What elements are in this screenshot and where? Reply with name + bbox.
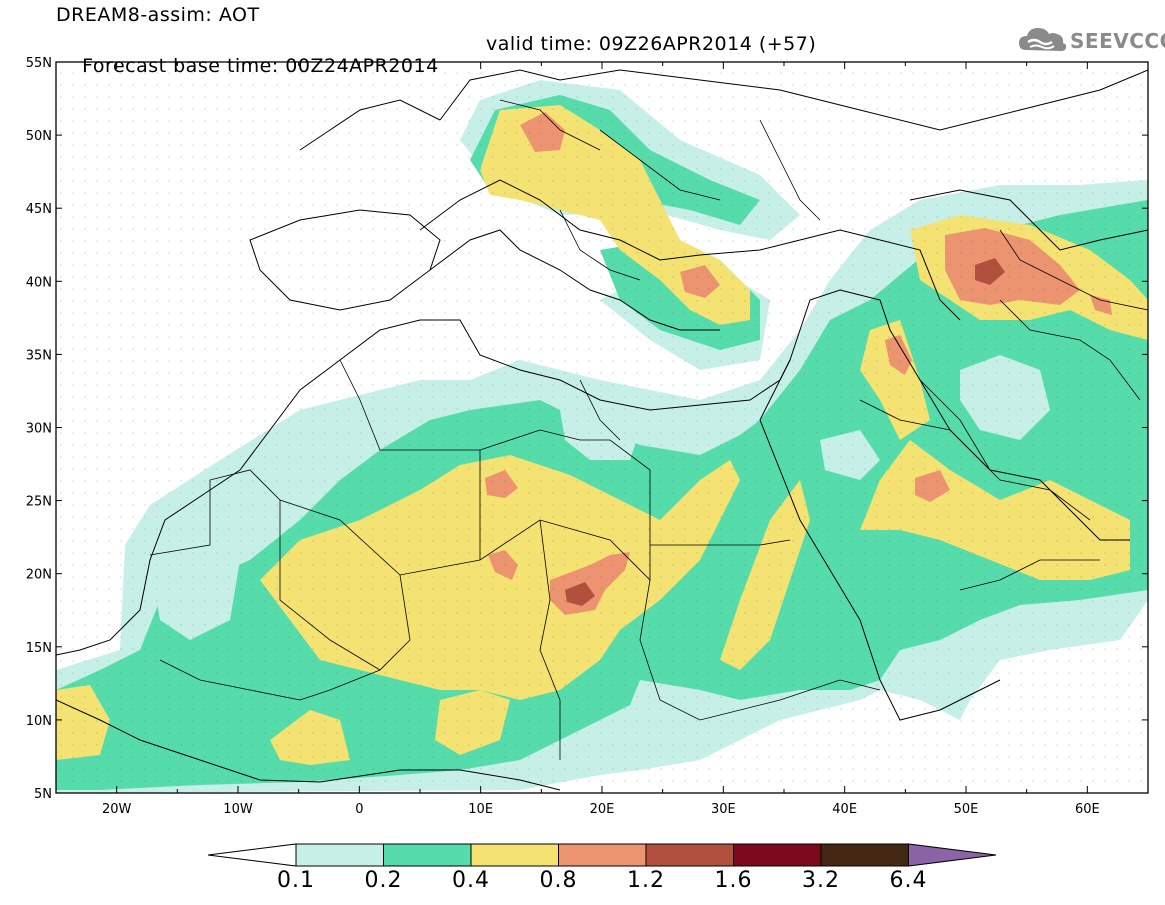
lat-label: 20N [26, 568, 52, 583]
colorbar-level-label: 0.8 [539, 868, 578, 893]
lon-label: 20E [590, 802, 615, 817]
colorbar-swatch [470, 843, 559, 867]
colorbar-swatch [733, 843, 822, 867]
logo-text: SEEVCCC [1070, 29, 1165, 53]
colorbar [207, 843, 997, 867]
lat-axis-labels: 55N 50N 45N 40N 35N 30N 25N 20N 15N 10N 5N [26, 56, 52, 802]
colorbar-high-arrow [908, 843, 997, 867]
colorbar-swatch [383, 843, 472, 867]
lat-label: 50N [26, 129, 52, 144]
lat-label: 55N [26, 56, 52, 71]
product-title: DREAM8-assim: AOT [56, 4, 260, 26]
lon-label: 10W [223, 802, 253, 817]
colorbar-level-label: 0.4 [452, 868, 490, 893]
lat-label: 45N [26, 202, 52, 217]
colorbar-swatch [295, 843, 384, 867]
colorbar-labels: 0.1 0.2 0.4 0.8 1.2 1.6 3.2 6.4 [0, 868, 1165, 898]
lat-label: 40N [26, 275, 52, 290]
axis-ticks [55, 61, 1149, 794]
colorbar-level-label: 3.2 [802, 868, 840, 893]
colorbar-level-label: 1.6 [714, 868, 753, 893]
colorbar-swatch [645, 843, 734, 867]
colorbar-level-label: 1.2 [627, 868, 665, 893]
colorbar-level-label: 6.4 [889, 868, 928, 893]
seevccc-logo: SEEVCCC [1018, 24, 1165, 56]
lon-label: 10E [468, 802, 493, 817]
cloud-icon [1019, 28, 1067, 51]
lon-axis-labels: 20W 10W 0 10E 20E 30E 40E 50E 60E [102, 802, 1100, 817]
lon-label: 50E [954, 802, 979, 817]
lon-label: 60E [1075, 802, 1100, 817]
colorbar-level-label: 0.2 [364, 868, 403, 893]
lat-label: 10N [26, 714, 52, 729]
lat-label: 15N [26, 641, 52, 656]
lon-label: 40E [832, 802, 857, 817]
colorbar-level-label: 0.1 [277, 868, 315, 893]
aot-field [56, 62, 1148, 793]
lat-label: 30N [26, 422, 52, 437]
lat-label: 25N [26, 495, 52, 510]
colorbar-swatch [558, 843, 647, 867]
lon-label: 30E [711, 802, 736, 817]
lon-label: 20W [102, 802, 132, 817]
grid-dots [56, 62, 1148, 793]
valid-time: valid time: 09Z26APR2014 (+57) [486, 33, 817, 55]
colorbar-swatch [820, 843, 909, 867]
lat-label: 5N [34, 787, 52, 802]
colorbar-low-arrow [207, 843, 297, 867]
lon-label: 0 [355, 802, 363, 817]
lat-label: 35N [26, 348, 52, 363]
